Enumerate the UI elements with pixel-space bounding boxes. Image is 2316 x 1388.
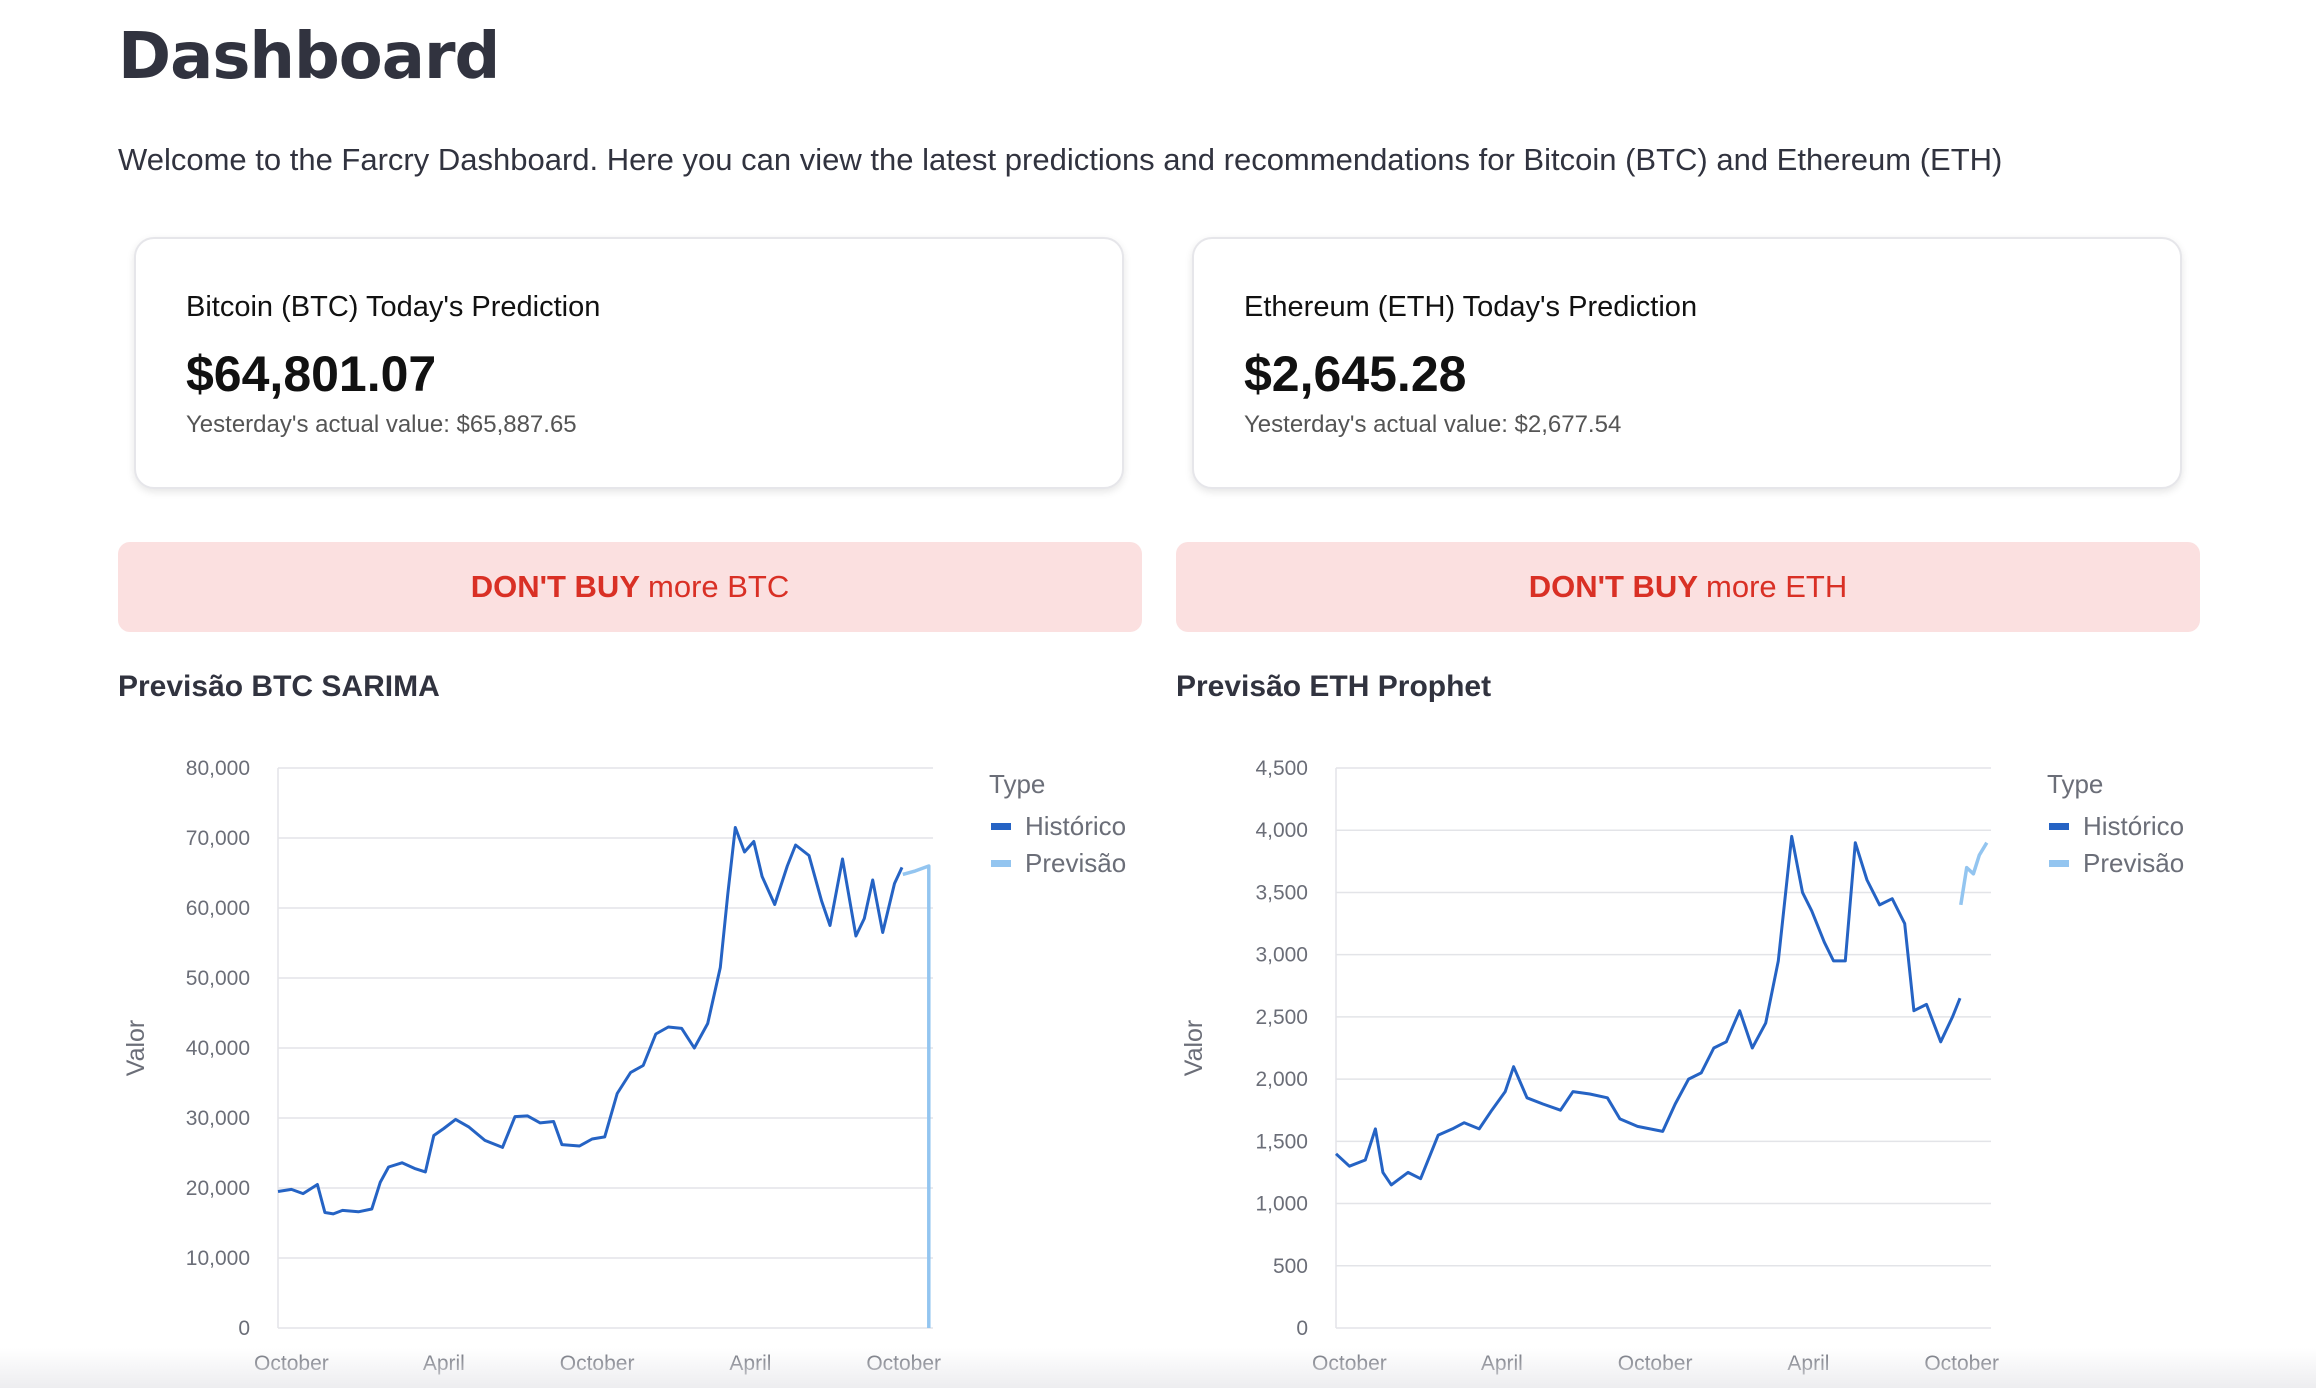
btc-prediction-value: $64,801.07 xyxy=(186,346,437,402)
eth-series-line-historico[interactable] xyxy=(1334,834,1962,1187)
eth-legend-swatch-historico[interactable] xyxy=(2049,823,2069,830)
eth-legend-title: Type xyxy=(2047,769,2103,799)
eth-yesterday-value: Yesterday's actual value: $2,677.54 xyxy=(1244,411,1622,438)
btc-y-tick-label: 50,000 xyxy=(186,967,250,990)
eth-y-tick-label: 1,000 xyxy=(1255,1193,1308,1216)
eth-y-tick-label: 4,000 xyxy=(1255,819,1308,842)
btc-y-tick-label: 20,000 xyxy=(186,1177,250,1200)
eth-recommendation-banner: DON'T BUY more ETH xyxy=(1176,542,2200,632)
btc-y-tick-label: 60,000 xyxy=(186,897,250,920)
btc-forecast-chart[interactable]: 0 10,000 20,000 30,000 40,000 50,000 60,000 70,… xyxy=(118,740,1142,1388)
bottom-scroll-fade xyxy=(0,1348,2316,1388)
btc-y-tick-label: 30,000 xyxy=(186,1107,250,1130)
btc-recommendation-banner: DON'T BUY more BTC xyxy=(118,542,1142,632)
btc-legend-label-previsao[interactable]: Previsão xyxy=(1025,848,1126,878)
btc-y-tick-label: 70,000 xyxy=(186,827,250,850)
eth-y-axis-label: Valor xyxy=(1180,1020,1208,1077)
btc-legend-title: Type xyxy=(989,769,1045,799)
btc-y-tick-label: 10,000 xyxy=(186,1247,250,1270)
eth-y-tick-label: 3,000 xyxy=(1255,944,1308,967)
eth-chart-title: Previsão ETH Prophet xyxy=(1176,670,1492,703)
eth-y-tick-label: 4,500 xyxy=(1255,757,1308,780)
btc-legend-label-historico[interactable]: Histórico xyxy=(1025,811,1126,841)
eth-recommendation-text: more ETH xyxy=(1706,569,1848,604)
eth-y-tick-label: 1,500 xyxy=(1255,1130,1308,1153)
eth-prediction-value: $2,645.28 xyxy=(1244,346,1467,402)
btc-y-tick-label: 80,000 xyxy=(186,757,250,780)
btc-y-axis-label: Valor xyxy=(122,1020,150,1077)
btc-recommendation-action: DON'T BUY xyxy=(470,569,640,604)
eth-forecast-chart[interactable]: 0 500 1,000 1,500 2,000 2,500 3,000 3,500 4,000 4… xyxy=(1176,740,2200,1388)
btc-card-title: Bitcoin (BTC) Today's Prediction xyxy=(186,291,601,323)
btc-series-line-historico[interactable] xyxy=(277,826,904,1216)
btc-recommendation-text: more BTC xyxy=(648,569,790,604)
eth-prediction-card: Ethereum (ETH) Today's Prediction $2,645… xyxy=(1192,237,2182,489)
eth-y-tick-label: 2,500 xyxy=(1255,1006,1308,1029)
btc-y-tick-label: 40,000 xyxy=(186,1037,250,1060)
btc-legend-swatch-historico[interactable] xyxy=(991,823,1011,830)
eth-y-tick-label: 0 xyxy=(1296,1317,1308,1340)
btc-prediction-card: Bitcoin (BTC) Today's Prediction $64,801… xyxy=(134,237,1124,489)
btc-y-tick-label: 0 xyxy=(238,1317,250,1340)
eth-card-title: Ethereum (ETH) Today's Prediction xyxy=(1244,291,1698,323)
btc-series-line-previsao[interactable] xyxy=(902,864,931,1328)
btc-yesterday-value: Yesterday's actual value: $65,887.65 xyxy=(186,411,577,438)
welcome-text: Welcome to the Farcry Dashboard. Here yo… xyxy=(118,142,2003,177)
btc-chart-title: Previsão BTC SARIMA xyxy=(118,670,440,703)
eth-legend-label-historico[interactable]: Histórico xyxy=(2083,811,2184,841)
eth-y-tick-label: 2,000 xyxy=(1255,1068,1308,1091)
eth-legend-label-previsao[interactable]: Previsão xyxy=(2083,848,2184,878)
eth-legend-swatch-previsao[interactable] xyxy=(2049,860,2069,867)
eth-y-tick-label: 3,500 xyxy=(1255,881,1308,904)
page-title: Dashboard xyxy=(118,20,500,94)
btc-legend-swatch-previsao[interactable] xyxy=(991,860,1011,867)
eth-recommendation-action: DON'T BUY xyxy=(1528,569,1698,604)
eth-y-tick-label: 500 xyxy=(1273,1255,1308,1278)
eth-series-line-previsao[interactable] xyxy=(1959,841,1989,906)
